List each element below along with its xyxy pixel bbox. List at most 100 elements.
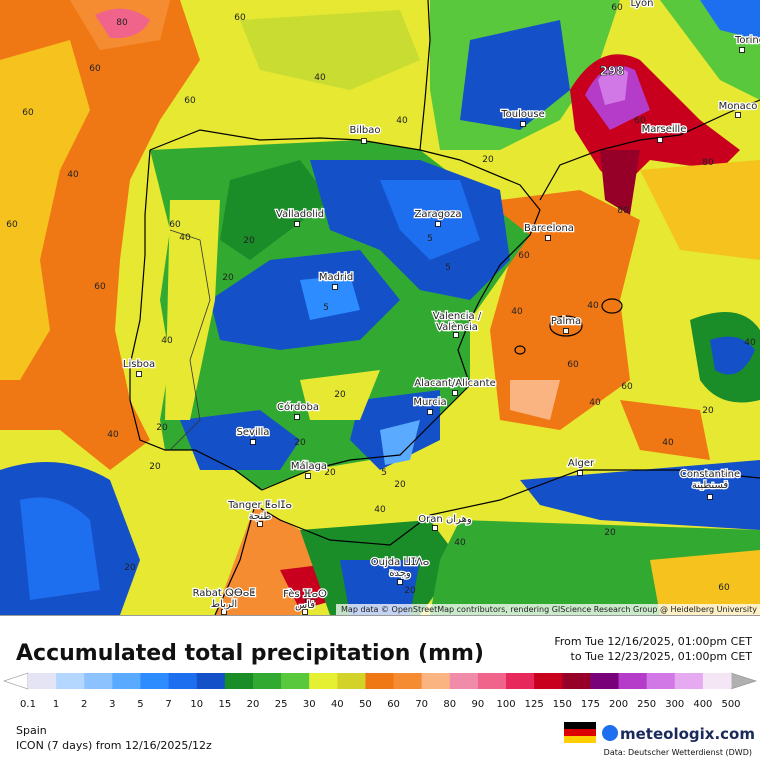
city-label: Lyon (630, 0, 653, 9)
city-label: València (436, 321, 478, 333)
brand: meteologix.com (620, 725, 755, 743)
city-dot (432, 525, 438, 531)
contour-label: 60 (304, 596, 316, 606)
contour-label: 20 (482, 155, 494, 165)
flag (564, 722, 596, 743)
city-dot (294, 221, 300, 227)
scale-label: 125 (525, 699, 544, 710)
city-label: Sevilla (237, 427, 270, 438)
city-label: Alger (568, 458, 595, 469)
city-label: Alacant/Alicante (414, 378, 495, 389)
contour-label: 40 (314, 73, 326, 83)
city-dot (250, 439, 256, 445)
contour-label: 20 (702, 406, 714, 416)
city-label: Lisboa (123, 359, 155, 370)
city-dot (520, 121, 526, 127)
logo-icon (602, 725, 618, 741)
city-dot (639, 0, 645, 5)
city-label: فاس (295, 600, 315, 611)
city-dot (707, 494, 713, 500)
contour-label: 20 (243, 236, 255, 246)
city-dot (453, 332, 459, 338)
city-label: Valencia / (433, 311, 482, 322)
scale-label: 80 (443, 699, 456, 710)
city-label: Zaragoza (414, 209, 461, 220)
contour-label: 80 (702, 158, 714, 168)
scale-label: 3 (109, 699, 115, 710)
city-label: Bilbao (349, 125, 380, 136)
scale-swatch (506, 673, 535, 689)
contour-label: 20 (149, 462, 161, 472)
city-label: Fès ⴼⴰⵙ (283, 588, 327, 600)
contour-label: 60 (184, 96, 196, 106)
contour-label: 20 (222, 273, 234, 283)
contour-label: 20 (124, 563, 136, 573)
contour-label: 60 (518, 251, 530, 261)
contour-label: 80 (116, 18, 128, 28)
contour-label: 5 (323, 303, 329, 313)
model-run: ICON (7 days) from 12/16/2025/12z (16, 739, 212, 752)
city-dot (452, 390, 458, 396)
city-dot (136, 371, 142, 377)
city-label: Barcelona (524, 223, 574, 234)
scale-label: 60 (387, 699, 400, 710)
scale-arrow-left (3, 672, 29, 690)
scale-swatch (112, 673, 141, 689)
scale-label: 70 (415, 699, 428, 710)
region: Spain (16, 724, 47, 737)
scale-arrow-right (730, 672, 757, 690)
contour-label: 60 (22, 108, 34, 118)
contour-label: 60 (234, 13, 246, 23)
city-label: قسنطينة (692, 480, 729, 491)
city-dot (305, 473, 311, 479)
data-source: Data: Deutscher Wetterdienst (DWD) (604, 748, 752, 757)
city-dot (361, 138, 367, 144)
attribution: Map data © OpenStreetMap contributors, r… (341, 605, 757, 614)
city-dot (302, 609, 308, 615)
period-to: to Tue 12/23/2025, 01:00pm CET (571, 650, 753, 663)
scale-swatch (618, 673, 648, 689)
period-from: From Tue 12/16/2025, 01:00pm CET (554, 635, 752, 648)
contour-label: 20 (394, 480, 406, 490)
city-label: وجدة (389, 568, 411, 579)
scale-label: 50 (359, 699, 372, 710)
city-dot (221, 609, 227, 615)
contour-label: 40 (396, 116, 408, 126)
scale-swatch (449, 673, 479, 689)
city-dot (294, 414, 300, 420)
city-dot (545, 235, 551, 241)
city-label: الرباط (211, 599, 237, 610)
scale-label: 20 (247, 699, 260, 710)
city-dot (735, 112, 741, 118)
contour-label: 80 (617, 206, 629, 216)
contour-label: 40 (589, 398, 601, 408)
contour-label: 20 (404, 586, 416, 596)
contour-label: 40 (161, 336, 173, 346)
scale-swatch (281, 673, 310, 689)
contour-label: 60 (6, 220, 18, 230)
city-label: Málaga (291, 460, 327, 472)
contour-label: 40 (454, 538, 466, 548)
scale-label: 400 (693, 699, 712, 710)
scale-label: 10 (190, 699, 203, 710)
contour-label: 60 (169, 220, 181, 230)
city-label: Oran وهران (418, 514, 472, 525)
scale-swatch (674, 673, 704, 689)
scale-swatch (421, 673, 451, 689)
city-label: Torino (734, 35, 760, 46)
city-dot (257, 521, 263, 527)
scale-swatch (337, 673, 366, 689)
contour-label: 20 (156, 423, 168, 433)
scale-swatch (196, 673, 226, 689)
contour-label: 20 (324, 468, 336, 478)
city-dot (397, 579, 403, 585)
scale-swatch (28, 673, 57, 689)
coastline (129, 0, 760, 615)
contour-label: 20 (604, 528, 616, 538)
city-label: Toulouse (500, 109, 544, 120)
scale-label: 200 (609, 699, 628, 710)
city-label: Valladolid (276, 209, 324, 220)
contour-label: 20 (334, 390, 346, 400)
scale-label: 300 (665, 699, 684, 710)
